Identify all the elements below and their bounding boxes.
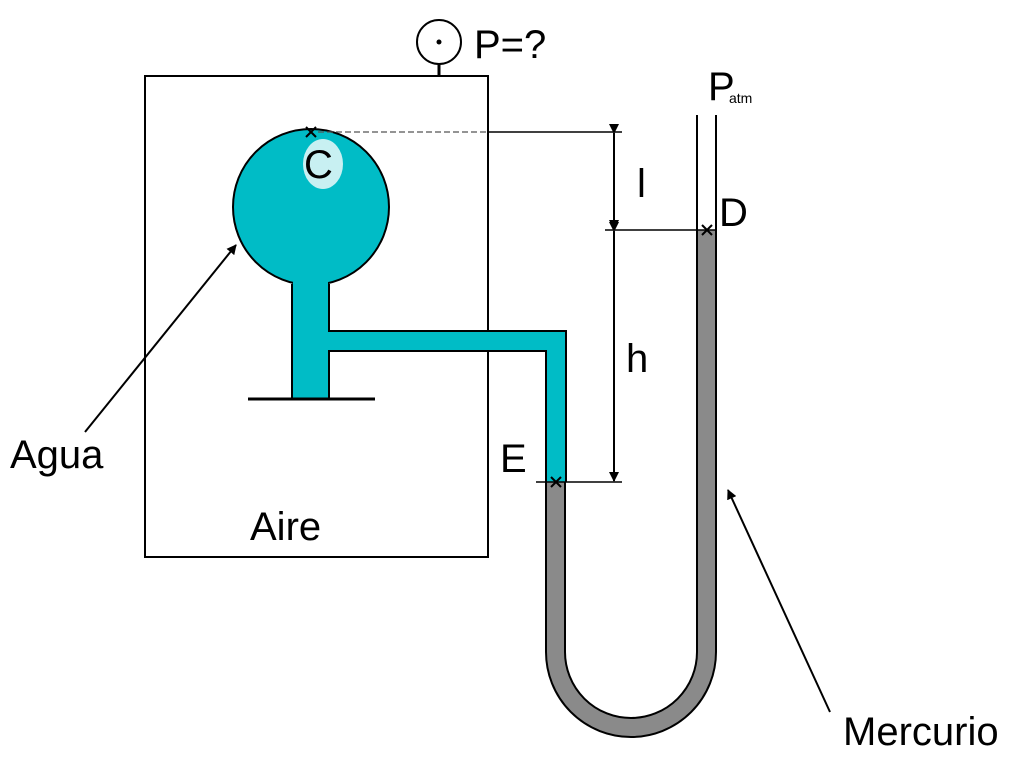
agua-pointer-arrow <box>84 244 237 433</box>
air-tank <box>144 75 489 558</box>
point-e-marker <box>550 476 562 488</box>
point-c-marker <box>305 126 317 138</box>
agua-label: Agua <box>10 433 104 477</box>
patm-subscript: atm <box>729 90 752 106</box>
u-tube <box>545 115 717 738</box>
pressure-gauge-icon <box>416 19 462 76</box>
bulb-highlight <box>303 139 343 189</box>
aire-label: Aire <box>250 505 321 549</box>
dimension-l-label: l <box>637 162 646 206</box>
patm-label: P <box>708 65 735 109</box>
dimension-h-label: h <box>626 337 648 381</box>
point-e-label: E <box>500 437 527 481</box>
mercurio-label: Mercurio <box>843 710 999 754</box>
water-fill <box>292 280 566 482</box>
point-d-label: D <box>719 191 748 235</box>
point-c-label: C <box>304 143 333 187</box>
gauge-label: P=? <box>474 23 546 67</box>
water-vessel <box>232 128 567 482</box>
mercury-fill <box>546 230 716 737</box>
point-d-marker <box>701 224 713 236</box>
mercurio-pointer-arrow <box>727 489 831 713</box>
